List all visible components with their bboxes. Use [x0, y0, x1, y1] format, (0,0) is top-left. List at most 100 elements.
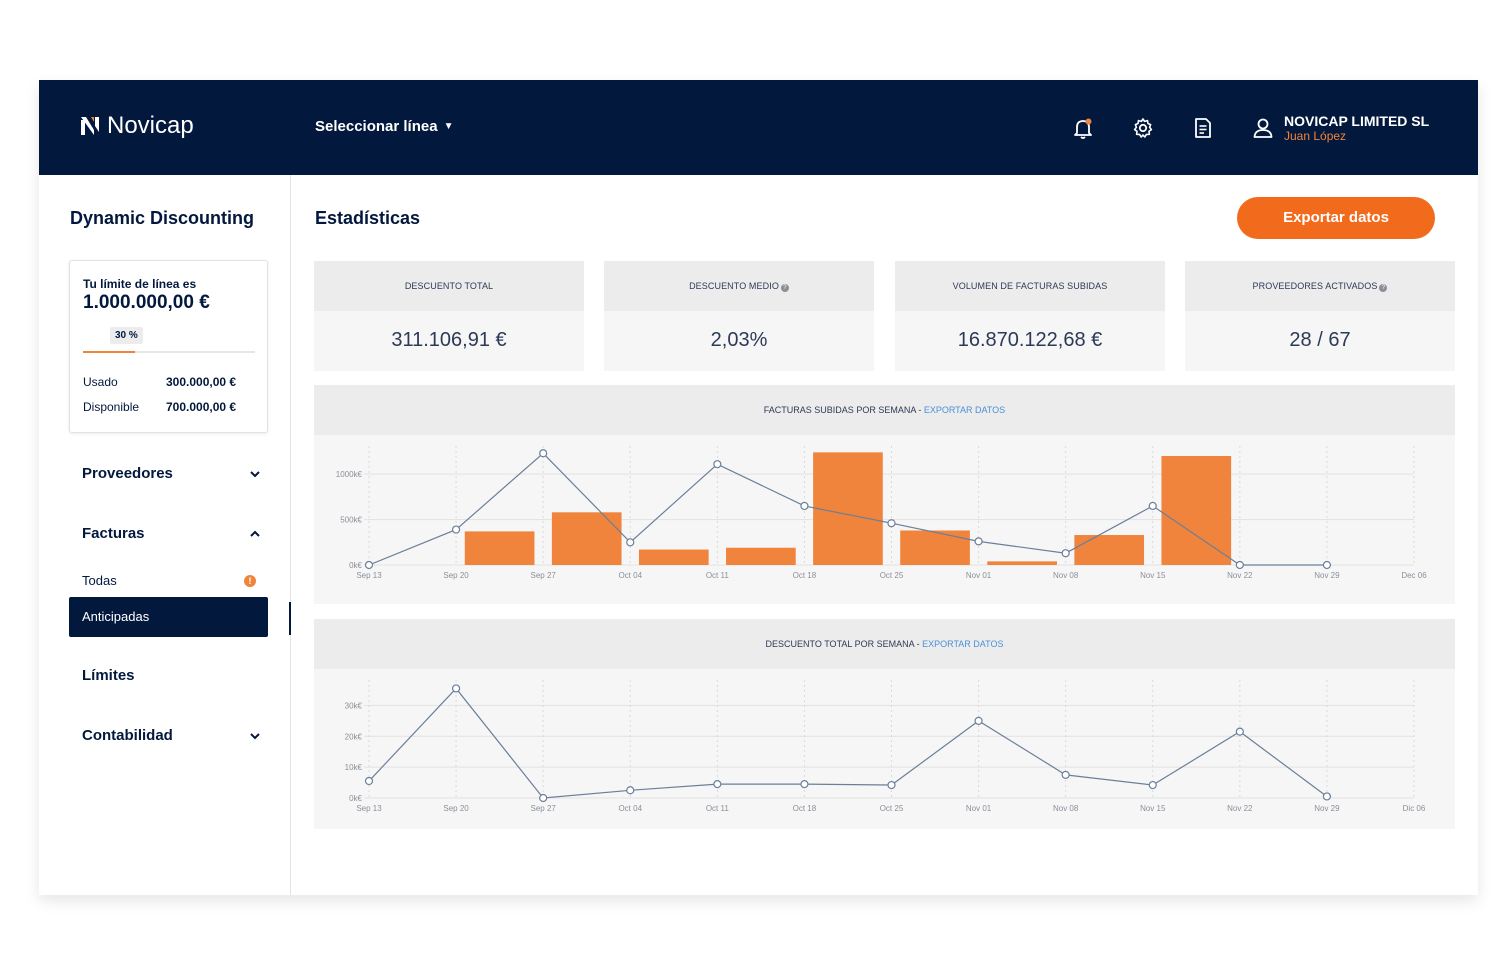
used-value: 300.000,00 €: [166, 375, 237, 389]
export-data-button[interactable]: Exportar datos: [1237, 197, 1435, 239]
x-tick-label: Dec 06: [1401, 571, 1427, 580]
used-label: Usado: [83, 375, 118, 389]
bar: [987, 561, 1057, 565]
data-point: [1148, 501, 1157, 511]
stat-label: PROVEEDORES ACTIVADOS: [1252, 281, 1378, 291]
novicap-logo[interactable]: Novicap: [81, 112, 194, 140]
x-tick-label: Dic 06: [1403, 804, 1426, 813]
y-tick-label: 30k€: [345, 701, 363, 710]
data-point: [1235, 560, 1244, 570]
bar: [638, 549, 709, 565]
data-point: [713, 780, 722, 789]
stat-value: 311.106,91 €: [391, 329, 507, 351]
bell-icon[interactable]: [1071, 116, 1095, 140]
stat-value: 28 / 67: [1289, 329, 1351, 351]
chart-facturas-plot: 0k€ 500k€ 1000k€ Sep 13 Sep 20 Sep 27 Oct 04 Oc…: [336, 446, 1427, 580]
export-chart-link[interactable]: EXPORTAR DATOS: [922, 639, 1004, 649]
sidebar-item-facturas[interactable]: Facturas: [82, 525, 262, 542]
x-tick-label: Oct 25: [880, 571, 904, 580]
data-point: [1061, 770, 1070, 779]
sidebar-item-label: Proveedores: [82, 465, 173, 482]
chevron-down-icon: [250, 471, 260, 478]
y-tick-label: 0k€: [349, 794, 362, 803]
limit-label: Tu límite de línea es: [83, 277, 197, 291]
x-tick-label: Oct 04: [618, 571, 642, 580]
data-point: [626, 786, 635, 795]
sidebar-title: Dynamic Discounting: [70, 208, 255, 228]
sidebar-subitem-label: Anticipadas: [82, 609, 150, 624]
chart-header: DESCUENTO TOTAL POR SEMANA - EXPORTAR DA…: [314, 619, 1455, 669]
stat-card-descuento-total: DESCUENTO TOTAL 311.106,91 €: [314, 261, 584, 371]
data-point: [974, 716, 983, 725]
data-point: [364, 776, 374, 786]
sidebar-subitem-todas[interactable]: Todas !: [69, 561, 268, 601]
usage-percent-badge: 30 %: [110, 327, 143, 344]
limit-amount: 1.000.000,00 €: [83, 292, 210, 313]
usage-progress-fill: [83, 351, 135, 353]
data-point: [539, 793, 548, 803]
user-menu[interactable]: NOVICAP LIMITED SL Juan López: [1251, 114, 1429, 143]
help-icon[interactable]: ?: [780, 284, 789, 292]
data-point: [1148, 780, 1157, 790]
x-tick-label: Nov 08: [1053, 571, 1079, 580]
stat-label-row: DESCUENTO MEDIO?: [604, 261, 874, 311]
x-tick-label: Oct 11: [706, 804, 730, 813]
data-point: [974, 537, 983, 546]
user-icon: [1253, 118, 1273, 138]
x-tick-label: Sep 20: [443, 804, 469, 813]
chart-title: DESCUENTO TOTAL POR SEMANA -: [765, 639, 923, 649]
alert-badge-icon: !: [244, 575, 256, 587]
stat-label: VOLUMEN DE FACTURAS SUBIDAS: [952, 281, 1108, 291]
line-limit-card: Tu límite de línea es 1.000.000,00 € 30 …: [69, 260, 268, 433]
series-line: [368, 687, 1328, 799]
novicap-logo-icon: [81, 117, 99, 135]
line-select-dropdown[interactable]: Seleccionar línea ▼: [315, 118, 453, 135]
sidebar-subitem-anticipadas[interactable]: Anticipadas: [69, 597, 268, 637]
usage-progress-bar: [83, 351, 255, 353]
stat-value: 16.870.122,68 €: [957, 329, 1103, 351]
data-point: [626, 538, 635, 547]
sidebar-item-proveedores[interactable]: Proveedores: [82, 465, 262, 482]
chevron-down-icon: [250, 733, 260, 740]
data-point: [887, 780, 896, 790]
bar: [726, 547, 796, 565]
data-point: [800, 780, 809, 789]
chart-title: FACTURAS SUBIDAS POR SEMANA -: [763, 405, 924, 415]
chevron-up-icon: [250, 530, 260, 537]
document-icon[interactable]: [1191, 116, 1215, 140]
top-bar: Novicap Seleccionar línea ▼ NO: [39, 80, 1478, 175]
caret-down-icon: ▼: [443, 121, 454, 132]
x-tick-label: Oct 18: [793, 804, 817, 813]
y-tick-label: 500k€: [340, 516, 362, 525]
gear-icon[interactable]: [1131, 116, 1155, 140]
help-icon[interactable]: ?: [1379, 284, 1388, 292]
app-window: Novicap Seleccionar línea ▼ NO: [39, 80, 1478, 895]
available-value: 700.000,00 €: [166, 400, 237, 414]
series-line: [368, 452, 1327, 566]
stat-label-row: VOLUMEN DE FACTURAS SUBIDAS: [895, 261, 1165, 311]
x-tick-label: Oct 04: [618, 804, 642, 813]
stat-label-row: PROVEEDORES ACTIVADOS?: [1185, 261, 1455, 311]
x-tick-label: Nov 29: [1314, 804, 1340, 813]
sidebar-item-limites[interactable]: Límites: [82, 667, 262, 684]
sidebar: Dynamic Discounting Tu límite de línea e…: [39, 175, 291, 895]
chart-descuento-total: DESCUENTO TOTAL POR SEMANA - EXPORTAR DA…: [314, 619, 1455, 829]
x-tick-label: Nov 01: [966, 804, 992, 813]
available-label: Disponible: [83, 400, 140, 414]
x-tick-label: Nov 15: [1140, 804, 1166, 813]
y-tick-label: 1000k€: [336, 470, 363, 479]
x-tick-label: Nov 29: [1314, 571, 1340, 580]
sidebar-item-contabilidad[interactable]: Contabilidad: [82, 727, 262, 744]
x-tick-label: Sep 13: [356, 804, 382, 813]
y-tick-label: 0k€: [349, 561, 362, 570]
sidebar-item-label: Límites: [82, 667, 135, 684]
data-point: [539, 449, 548, 458]
export-chart-link[interactable]: EXPORTAR DATOS: [923, 405, 1006, 415]
app-name: Novicap: [107, 112, 194, 139]
y-tick-label: 10k€: [345, 763, 363, 772]
sidebar-scrollbar[interactable]: [289, 602, 291, 635]
x-tick-label: Sep 13: [356, 571, 382, 580]
data-point: [713, 460, 722, 469]
x-tick-label: Nov 22: [1227, 571, 1253, 580]
stat-card-proveedores-activados: PROVEEDORES ACTIVADOS? 28 / 67: [1185, 261, 1455, 371]
